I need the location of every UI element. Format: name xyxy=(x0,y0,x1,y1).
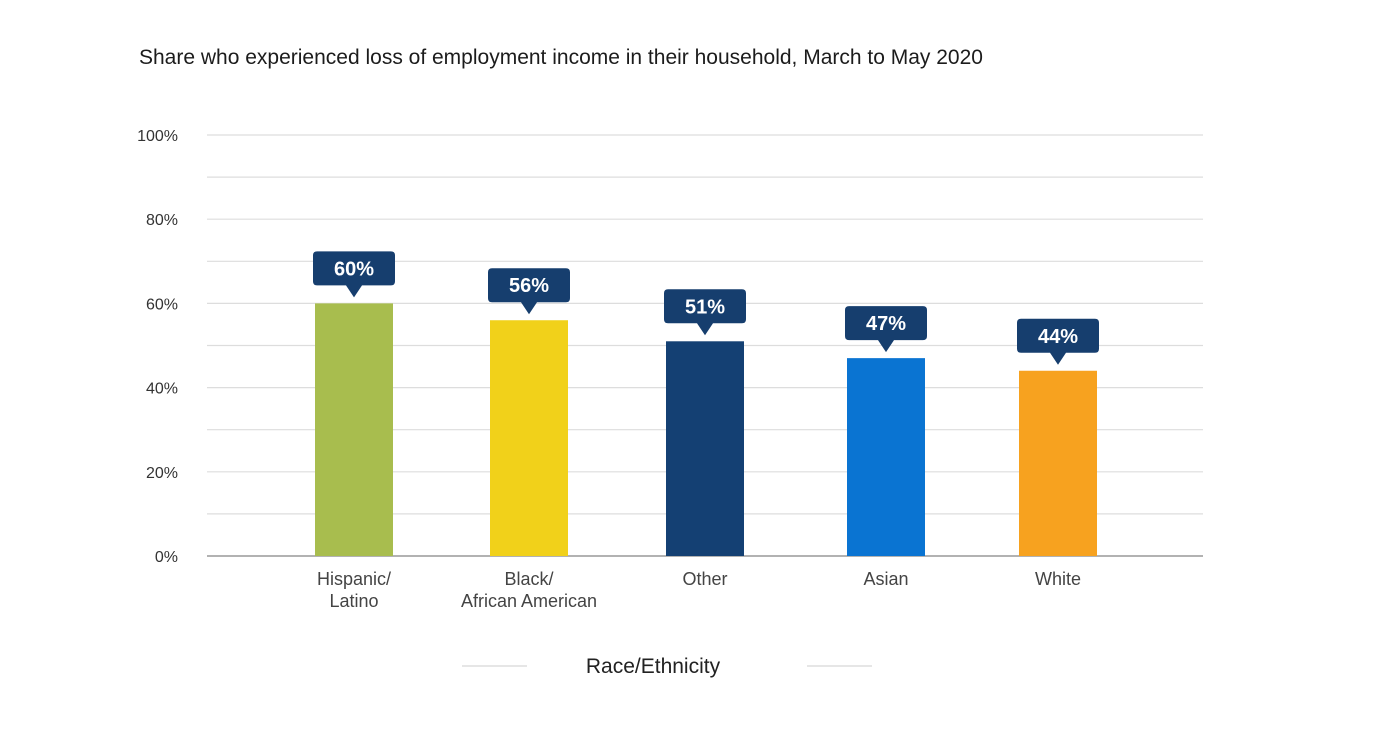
x-category-label: Hispanic/ xyxy=(317,569,391,589)
chart-title: Share who experienced loss of employment… xyxy=(139,46,983,69)
data-label-box xyxy=(488,268,570,315)
x-category-label: Latino xyxy=(329,591,378,611)
x-category-label: Black/ xyxy=(504,569,553,589)
y-axis-ticks: 100% 80% 60% 40% 20% 0% xyxy=(137,128,178,566)
data-label: 51% xyxy=(685,296,725,318)
x-category-label: Asian xyxy=(863,569,908,589)
data-label-box xyxy=(313,251,395,298)
data-label: 44% xyxy=(1038,326,1078,348)
data-label-box xyxy=(1017,318,1099,365)
bar xyxy=(847,358,925,556)
bar xyxy=(490,320,568,556)
x-category-label: Other xyxy=(682,569,727,589)
y-tick-label: 80% xyxy=(146,212,178,229)
bar xyxy=(315,303,393,556)
data-label: 60% xyxy=(334,258,374,280)
y-tick-label: 40% xyxy=(146,381,178,398)
data-label: 56% xyxy=(509,275,549,297)
x-axis-title: Race/Ethnicity xyxy=(586,655,721,678)
y-tick-label: 0% xyxy=(155,549,178,566)
y-tick-label: 60% xyxy=(146,296,178,313)
data-label-box xyxy=(664,289,746,336)
x-axis-categories: Hispanic/Latino Black/African American Oth… xyxy=(317,569,1081,611)
bars xyxy=(315,303,1097,556)
x-category-label: White xyxy=(1035,569,1081,589)
y-tick-label: 20% xyxy=(146,465,178,482)
data-label: 47% xyxy=(866,313,906,335)
data-labels: 60% 56% 51% 47% 44% xyxy=(313,251,1099,365)
bar xyxy=(1019,370,1097,556)
x-axis-title-group: Race/Ethnicity xyxy=(462,655,872,678)
data-label-box xyxy=(845,306,927,353)
bar xyxy=(666,341,744,556)
x-category-label: African American xyxy=(461,591,597,611)
y-tick-label: 100% xyxy=(137,128,178,145)
